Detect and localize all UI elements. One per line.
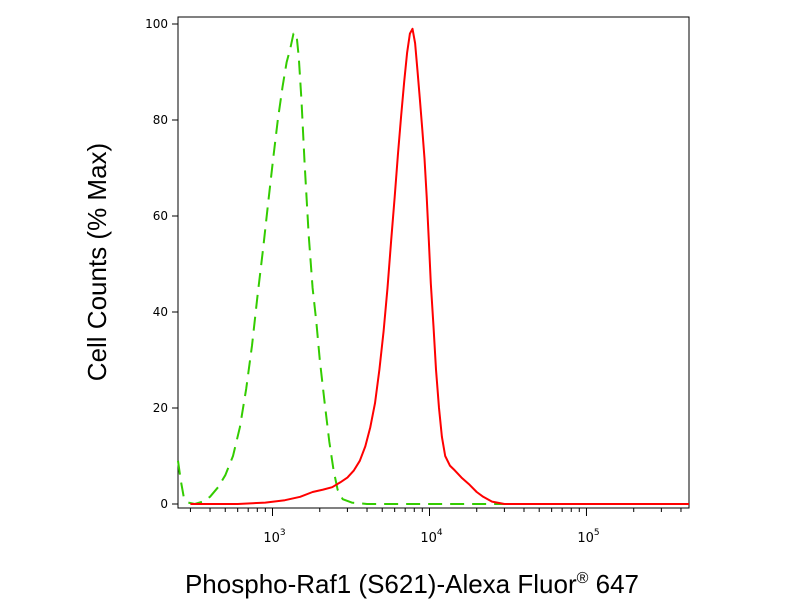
solid-red-histogram (190, 27, 689, 505)
y-tick-label: 0 (160, 497, 168, 511)
x-tick-label: 105 (577, 528, 599, 546)
series-layer (177, 27, 689, 505)
y-tick-label: 40 (153, 305, 168, 319)
x-tick-label: 103 (263, 528, 285, 546)
y-axis-title: Cell Counts (% Max) (82, 143, 112, 381)
y-tick-label: 80 (153, 113, 168, 127)
dashed-green-histogram (177, 32, 689, 505)
y-tick-label: 20 (153, 401, 168, 415)
x-axis-title: Phospho-Raf1 (S621)-Alexa Fluor® 647 (185, 569, 639, 599)
x-axis-ticks: 103 104 105 (189, 508, 682, 546)
y-tick-label: 100 (145, 17, 168, 31)
x-axis-title-superscript: ® (577, 570, 589, 587)
plot-frame (177, 16, 690, 509)
x-tick-label: 104 (420, 528, 443, 546)
y-tick-label: 60 (153, 209, 168, 223)
y-axis-ticks: 0 20 40 60 80 100 (145, 17, 178, 511)
x-axis-title-suffix: 647 (588, 569, 639, 599)
x-axis-title-main: Phospho-Raf1 (S621)-Alexa Fluor (185, 569, 577, 599)
